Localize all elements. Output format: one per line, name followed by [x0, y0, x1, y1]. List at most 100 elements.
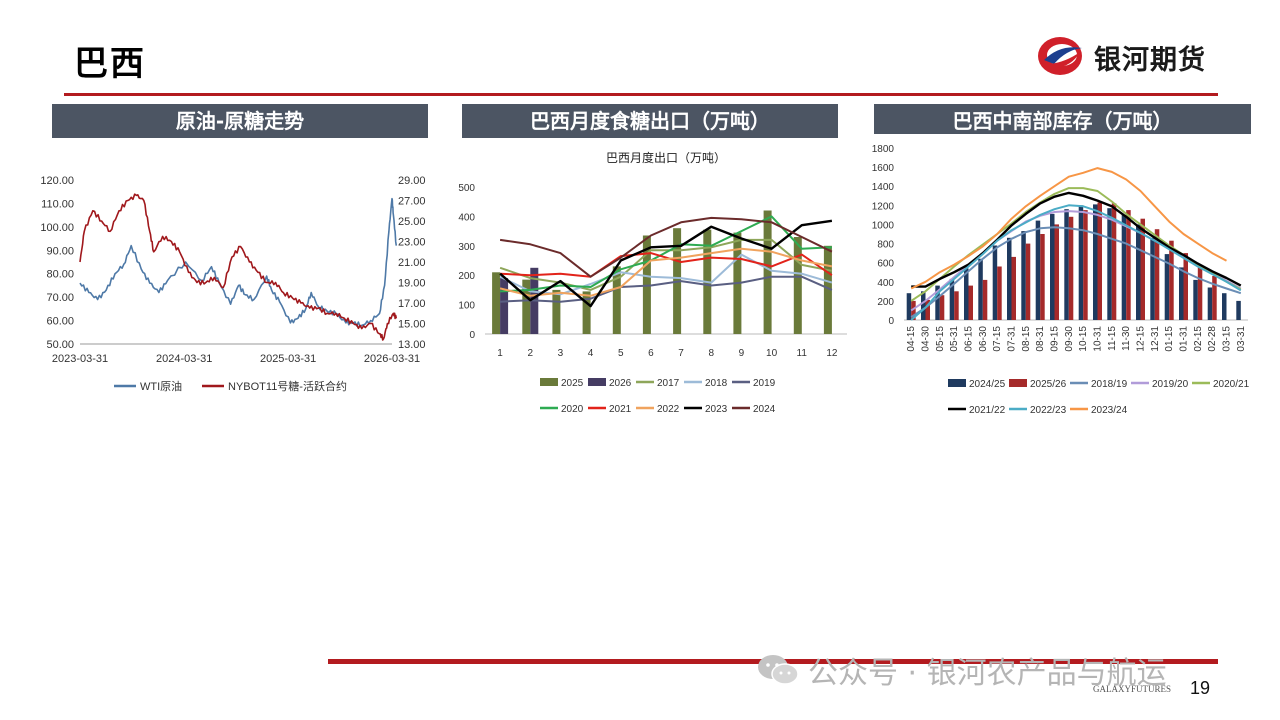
bar-2025/26-1 — [925, 299, 930, 320]
legend-label-2018/19: 2018/19 — [1091, 379, 1128, 390]
bar-2025-9 — [763, 210, 772, 334]
page-title: 巴西 — [74, 44, 146, 84]
x-tick-0: 1 — [497, 348, 503, 359]
x-tick-11: 09-30 — [1064, 326, 1075, 352]
x-tick-23: 03-31 — [1236, 326, 1247, 352]
x-tick-20: 02-15 — [1193, 326, 1204, 352]
bar-2025-4 — [612, 266, 621, 334]
x-tick-5: 6 — [648, 348, 654, 359]
y-left-tick-6: 110.00 — [41, 198, 74, 210]
line-2020 — [500, 215, 832, 293]
legend-label-1: NYBOT11号糖-活跃合约 — [228, 379, 347, 393]
line-2021/22 — [911, 191, 1242, 288]
line-2022/23 — [910, 204, 1242, 321]
legend-label-2022: 2022 — [657, 404, 680, 415]
x-tick-7: 07-31 — [1007, 326, 1018, 352]
x-tick-2: 05-15 — [935, 326, 946, 352]
x-tick-19: 01-31 — [1179, 326, 1190, 352]
y-left-tick-1: 60.00 — [46, 316, 74, 328]
legend-label-2021: 2021 — [609, 404, 632, 415]
y-right-tick-6: 25.00 — [398, 216, 426, 228]
oil-sugar-chart: 50.00 60.00 70.00 80.00 90.00 100.00 110.00 120… — [40, 175, 426, 393]
bar-2024/25-7 — [1007, 237, 1012, 320]
bar-2024/25-17 — [1150, 237, 1155, 320]
series-line-1 — [79, 193, 398, 341]
x-tick-16: 12-15 — [1136, 326, 1147, 352]
legend-label-2023: 2023 — [705, 404, 728, 415]
x-tick-4: 06-15 — [964, 326, 975, 352]
bar-2024/25-6 — [992, 245, 998, 320]
y-right-tick-0: 13.00 — [398, 339, 426, 351]
y-tick-2: 400 — [877, 278, 894, 289]
bar-2025/26-15 — [1126, 210, 1131, 320]
y-left-tick-4: 90.00 — [46, 245, 74, 257]
x-tick-8: 08-15 — [1021, 326, 1032, 352]
y-tick-1: 200 — [877, 297, 894, 308]
legend-label-2024/25: 2024/25 — [969, 379, 1006, 390]
legend-label-2019/20: 2019/20 — [1152, 379, 1189, 390]
x-tick-18: 01-15 — [1164, 326, 1175, 352]
bar-2025/26-10 — [1054, 224, 1059, 320]
banner-export: 巴西月度食糖出口（万吨） — [462, 104, 838, 138]
chart-title: 巴西月度出口（万吨） — [606, 150, 726, 165]
series-line-0 — [79, 197, 398, 328]
x-tick-21: 02-28 — [1207, 326, 1218, 352]
legend-swatch-2025 — [540, 378, 558, 386]
bar-2024/25-3 — [949, 278, 955, 320]
y-tick-0: 0 — [469, 330, 475, 341]
bar-2025/26-0 — [911, 300, 916, 320]
legend-label-2020/21: 2020/21 — [1213, 379, 1250, 390]
bar-2024/25-13 — [1093, 204, 1098, 320]
legend-label-2020: 2020 — [561, 404, 584, 415]
x-tick-0: 04-15 — [906, 326, 917, 352]
y-left-tick-2: 70.00 — [46, 292, 74, 304]
inventory-chart: 0 200 400 600 800 1000 1200 1400 1600 1800 04-15 04… — [872, 144, 1250, 416]
bar-2025/26-5 — [982, 279, 988, 320]
bar-2024/25-0 — [906, 293, 912, 320]
x-tick-3: 2026-03-31 — [364, 353, 420, 365]
bar-2025-2 — [552, 289, 561, 334]
bar-2024/25-15 — [1121, 214, 1127, 320]
bar-2024/25-1 — [921, 291, 926, 320]
bar-2024/25-19 — [1179, 267, 1184, 320]
bar-2025/26-11 — [1068, 216, 1074, 320]
x-tick-4: 5 — [618, 348, 624, 359]
y-tick-7: 1400 — [872, 182, 895, 193]
bar-2026-0 — [500, 278, 509, 334]
x-tick-2: 3 — [558, 348, 564, 359]
y-right-tick-4: 21.00 — [398, 257, 426, 269]
y-right-tick-1: 15.00 — [398, 319, 426, 331]
bar-2024/25-10 — [1050, 213, 1055, 320]
bar-2025/26-13 — [1097, 202, 1102, 320]
bar-2025/26-3 — [954, 291, 959, 320]
legend-label-2017: 2017 — [657, 378, 680, 389]
watermark-text: 公众号 · 银河农产品与航运 — [808, 656, 1167, 691]
x-tick-6: 7 — [678, 348, 684, 359]
x-tick-0: 2023-03-31 — [52, 353, 108, 365]
y-right-tick-2: 17.00 — [398, 298, 426, 310]
bar-2025-0 — [492, 272, 501, 334]
y-tick-2: 200 — [458, 271, 475, 282]
brand-small: GALAXYFUTURES — [1093, 684, 1172, 694]
y-tick-5: 500 — [458, 183, 475, 194]
legend-label-2026: 2026 — [609, 378, 632, 389]
watermark: 公众号 · 银河农产品与航运 — [756, 648, 1167, 692]
bar-2025/26-19 — [1183, 253, 1188, 320]
bar-2024/25-12 — [1078, 205, 1084, 320]
bar-2025/26-17 — [1154, 229, 1160, 320]
bar-2024/25-4 — [964, 268, 969, 320]
x-tick-1: 04-30 — [921, 326, 932, 352]
legend-label-2022/23: 2022/23 — [1030, 405, 1067, 416]
top-divider — [64, 93, 1218, 96]
y-tick-4: 400 — [458, 212, 475, 223]
legend-label-2024: 2024 — [753, 404, 776, 415]
line-2019 — [500, 275, 833, 303]
x-tick-1: 2024-03-31 — [156, 353, 212, 365]
bar-2024/25-20 — [1193, 279, 1198, 320]
x-tick-1: 2 — [527, 348, 533, 359]
line-2021 — [500, 252, 833, 278]
y-left-tick-7: 120.00 — [40, 175, 74, 187]
bar-2024/25-8 — [1021, 231, 1026, 320]
bar-2024/25-21 — [1207, 287, 1213, 320]
